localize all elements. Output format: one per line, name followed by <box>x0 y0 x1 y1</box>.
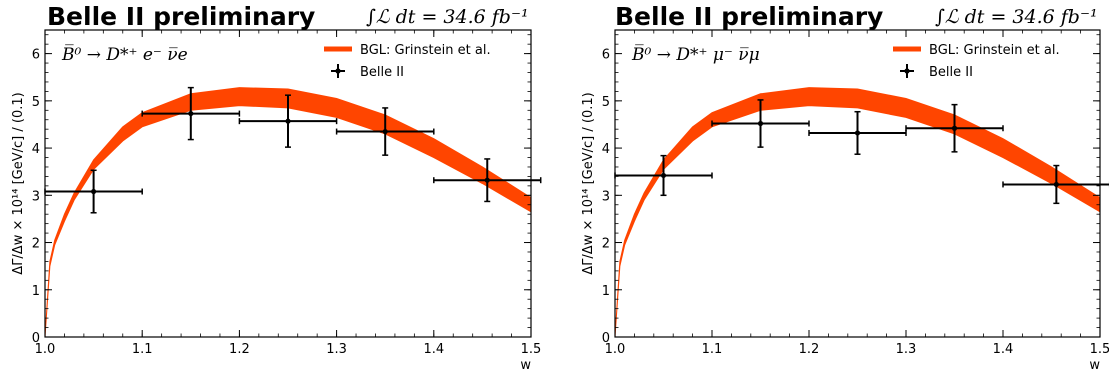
bgl-band <box>45 87 531 337</box>
process-label: B̅⁰ → D*⁺ e⁻ ν̅e <box>61 44 188 65</box>
axes-frame <box>44 29 532 338</box>
y-tick-label: 2 <box>32 237 40 252</box>
chart-title: Belle II preliminary <box>47 2 315 31</box>
y-tick-label: 1 <box>602 284 610 299</box>
y-tick-label: 3 <box>602 189 610 204</box>
process-label: B̅⁰ → D*⁺ μ⁻ ν̅μ <box>631 44 760 65</box>
legend-point-marker <box>904 68 910 74</box>
bgl-band <box>615 87 1100 337</box>
legend-point-label: Belle II <box>929 65 973 80</box>
data-marker <box>660 172 667 179</box>
data-marker <box>382 128 388 135</box>
data-marker <box>951 125 958 131</box>
data-marker <box>188 110 194 117</box>
y-tick-label: 3 <box>32 189 40 204</box>
chart-panel-1: 1.0 1.1 1.2 1.3 1.4 1.5 0 1 2 3 4 5 6 w ΔΓ/Δw × 10¹⁴ [… <box>11 2 542 373</box>
chart-panel-2: 1.0 1.1 1.2 1.3 1.4 1.5 0 1 2 3 4 5 6 w ΔΓ/Δw × 10¹⁴ [… <box>581 2 1109 373</box>
y-tick-label: 5 <box>602 95 610 110</box>
x-tick-label: 1.2 <box>229 342 250 357</box>
legend: BGL: Grinstein et al. Belle II <box>324 43 491 80</box>
chart-title: Belle II preliminary <box>615 2 883 31</box>
data-point <box>808 110 907 155</box>
y-tick-label: 4 <box>32 142 40 157</box>
data-marker <box>854 130 861 136</box>
luminosity-label: ∫ℒ dt = 34.6 fb⁻¹ <box>366 6 529 28</box>
data-marker <box>757 120 764 127</box>
y-tick-label: 6 <box>32 48 40 63</box>
data-point <box>141 86 241 141</box>
x-tick-label: 1.1 <box>702 342 723 357</box>
x-tick-label: 1.2 <box>799 342 820 357</box>
axes-frame <box>614 29 1101 338</box>
legend-point-marker <box>335 68 341 74</box>
y-tick-label: 0 <box>32 331 40 346</box>
x-tick-label: 1.4 <box>993 342 1014 357</box>
y-axis-label: ΔΓ/Δw × 10¹⁴ [GeV/c] / (0.1) <box>11 92 26 274</box>
data-point <box>44 169 143 214</box>
data-point <box>238 94 338 148</box>
y-tick-label: 1 <box>32 284 40 299</box>
x-tick-label: 1.0 <box>605 342 626 357</box>
y-tick-label: 5 <box>32 95 40 110</box>
x-tick-label: 1.3 <box>326 342 347 357</box>
x-tick-label: 1.5 <box>521 342 542 357</box>
y-tick-label: 6 <box>602 48 610 63</box>
legend-point-label: Belle II <box>360 65 404 80</box>
x-tick-label: 1.3 <box>896 342 917 357</box>
data-point <box>335 107 435 156</box>
data-marker <box>1053 181 1059 188</box>
x-tick-label: 1.0 <box>35 342 56 357</box>
data-point <box>711 99 810 148</box>
legend-band-label: BGL: Grinstein et al. <box>360 43 491 58</box>
data-marker <box>285 118 291 124</box>
luminosity-label: ∫ℒ dt = 34.6 fb⁻¹ <box>935 6 1098 28</box>
x-tick-label: 1.1 <box>132 342 153 357</box>
data-point <box>614 154 713 197</box>
x-tick-label: 1.5 <box>1090 342 1109 357</box>
x-tick-label: 1.4 <box>423 342 444 357</box>
x-axis-label: w <box>1089 358 1100 373</box>
y-tick-label: 2 <box>602 237 610 252</box>
data-point <box>905 103 1004 153</box>
data-point <box>1002 164 1109 205</box>
legend-band-label: BGL: Grinstein et al. <box>929 43 1060 58</box>
legend: BGL: Grinstein et al. Belle II <box>893 43 1060 80</box>
x-axis-label: w <box>520 358 531 373</box>
y-tick-label: 4 <box>602 142 610 157</box>
data-marker <box>91 188 97 195</box>
data-point <box>433 158 542 203</box>
data-marker <box>484 177 490 183</box>
y-axis-label: ΔΓ/Δw × 10¹⁴ [GeV/c] / (0.1) <box>581 92 596 274</box>
y-tick-label: 0 <box>602 331 610 346</box>
